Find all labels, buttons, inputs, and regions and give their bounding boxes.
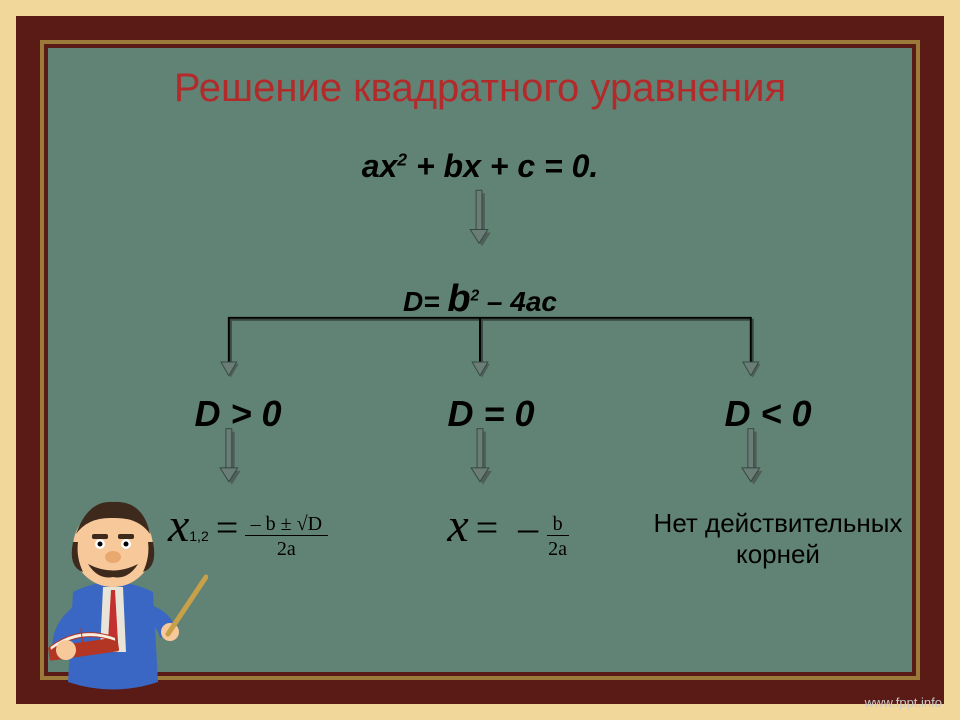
x-var-2: x: [447, 499, 468, 552]
eq-rest: + bx + c = 0.: [407, 148, 598, 184]
equation-discriminant: D= b2 – 4ac: [48, 278, 912, 321]
frac2-num: b: [547, 513, 569, 536]
formula-one-root: x = – b 2a: [368, 498, 648, 560]
no-real-roots: Нет действительных корней: [648, 508, 908, 570]
frac2-den: 2a: [547, 536, 569, 560]
frame: Решение квадратного уравнения ax2 + bx +…: [16, 16, 944, 704]
noroots-line1: Нет действительных: [654, 508, 903, 538]
eq-sign-1: =: [213, 505, 240, 550]
fraction-1: – b ± √D 2a: [245, 513, 328, 560]
eq-sign-2: = –: [473, 505, 542, 550]
gold-border: Решение квадратного уравнения ax2 + bx +…: [40, 40, 920, 680]
fraction-2: b 2a: [547, 513, 569, 560]
teacher-illustration: [18, 472, 208, 702]
d-b: b: [447, 278, 470, 320]
eq-ax: ax: [362, 148, 398, 184]
cond-d-positive: D > 0: [138, 393, 338, 435]
chalkboard: Решение квадратного уравнения ax2 + bx +…: [48, 48, 912, 672]
cond-d-zero: D = 0: [391, 393, 591, 435]
slide-title: Решение квадратного уравнения: [48, 66, 912, 111]
cond-d-negative: D < 0: [668, 393, 868, 435]
equation-main: ax2 + bx + c = 0.: [48, 148, 912, 185]
d-sup: 2: [471, 288, 480, 305]
noroots-line2: корней: [736, 539, 820, 569]
watermark: www.fppt.info: [865, 695, 942, 710]
d-post: – 4ac: [479, 286, 557, 317]
frac1-num: – b ± √D: [245, 513, 328, 536]
eq-sup1: 2: [397, 149, 407, 169]
outer-mat: Решение квадратного уравнения ax2 + bx +…: [0, 0, 960, 720]
frac1-den: 2a: [245, 536, 328, 560]
d-pre: D=: [403, 286, 447, 317]
